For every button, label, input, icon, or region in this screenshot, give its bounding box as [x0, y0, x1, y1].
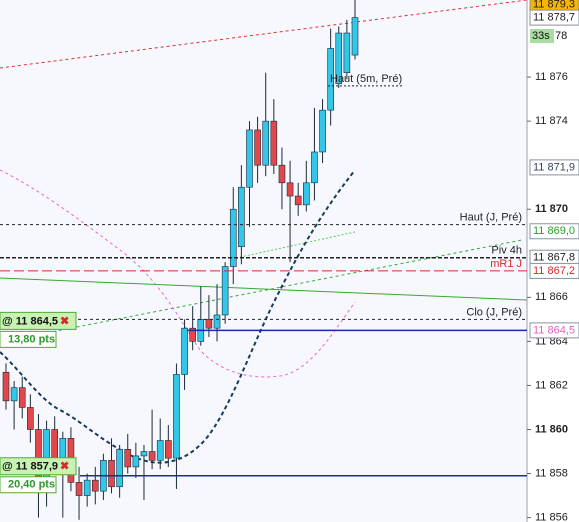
candle-body	[116, 449, 123, 488]
candle-body	[319, 109, 326, 153]
y-tick-label: 11 876	[535, 71, 568, 83]
candle-body	[278, 164, 286, 184]
candle-body	[221, 266, 229, 316]
countdown-label: 33s	[532, 30, 550, 42]
candle-body	[286, 182, 294, 197]
y-tick-label: 11 858	[535, 467, 568, 479]
price-tag-label: 11 867,2	[533, 265, 575, 277]
candle-body	[181, 327, 188, 375]
candle-body	[254, 129, 261, 166]
overlays	[0, 0, 528, 464]
candle-body	[229, 208, 237, 267]
price-tag-label: 11 869,0	[533, 225, 575, 237]
price-tag	[529, 322, 579, 339]
order-price: @ 11 857,9	[2, 461, 58, 473]
candle-body	[270, 120, 278, 166]
candle-body	[51, 429, 58, 461]
candle-body	[91, 479, 99, 492]
candle-body	[351, 17, 359, 56]
trend-line	[0, 277, 528, 301]
candle-body	[140, 451, 148, 457]
price-tag-label: 11 864,5	[533, 324, 575, 336]
candle-body	[327, 48, 334, 111]
candle-body	[262, 120, 270, 166]
candle-body	[173, 374, 180, 459]
candle-body	[165, 440, 172, 459]
price-tag	[529, 262, 579, 279]
price-tag-label: 11 879,3	[533, 0, 575, 10]
y-tick-label: 11 862	[535, 379, 568, 391]
candle-body	[205, 319, 213, 329]
candle-body	[10, 387, 18, 402]
candle-body	[189, 327, 196, 342]
candle-body	[156, 440, 164, 461]
level-label: Clo (J, Pré)	[466, 306, 522, 318]
candle-body	[213, 314, 221, 329]
price-tag	[529, 159, 579, 176]
price-tag-label: 11 871,9	[533, 161, 575, 173]
price-tag-label: 11 867,8	[533, 252, 575, 264]
candle-body	[335, 32, 343, 84]
y-tick-label: 11 860	[535, 423, 568, 435]
y-tick-label: 11 866	[535, 291, 568, 303]
candles	[2, 0, 359, 520]
order-pts: 13,80 pts	[8, 333, 55, 345]
price-tag	[529, 223, 579, 240]
price-tag-label: 11 878,7	[533, 12, 575, 24]
orders: @ 11 864,5 ✖13,80 pts@ 11 857,9 ✖20,40 pts	[0, 311, 527, 494]
pts-box	[0, 330, 57, 348]
order-close[interactable]: ✖	[60, 315, 69, 327]
order-box[interactable]	[0, 457, 77, 476]
candle-body	[108, 460, 115, 488]
candle-body	[303, 182, 310, 206]
trend-line	[0, 0, 528, 69]
candle-body	[294, 195, 302, 206]
order-close[interactable]: ✖	[60, 461, 69, 473]
candle-body	[27, 407, 34, 430]
y-tick-label: 11 856	[535, 512, 568, 522]
countdown-box	[530, 29, 554, 43]
level-label: Piv 4h	[491, 245, 522, 257]
order-price: @ 11 864,5	[2, 315, 58, 327]
pts-box	[0, 476, 57, 494]
candle-body	[246, 129, 253, 188]
trend-line	[0, 239, 523, 343]
countdown-fragment: 78	[555, 30, 567, 42]
level-label: mR1 J	[490, 258, 522, 270]
candle-body	[59, 438, 67, 461]
candle-body	[343, 32, 351, 73]
candle-body	[311, 151, 318, 184]
candle-body	[83, 479, 91, 496]
candle-body	[124, 449, 132, 468]
level-label: Haut (J, Pré)	[460, 212, 522, 224]
y-tick-label: 11 874	[535, 115, 568, 127]
price-tag	[529, 9, 579, 26]
candle-body	[2, 371, 10, 402]
candle-body	[75, 482, 83, 496]
candle-body	[18, 387, 26, 408]
moving-average	[0, 169, 356, 378]
level-label: Haut (5m, Pré)	[330, 73, 402, 85]
tags: 11 879,3 11 878,7 11 871,9 11 869,0 11 867,8…	[529, 0, 579, 339]
candle-body	[132, 455, 140, 468]
candle-body	[148, 451, 156, 461]
moving-average	[0, 169, 356, 464]
trend-line	[235, 231, 356, 259]
y-tick-label: 11 870	[535, 203, 568, 215]
order-pts: 20,40 pts	[8, 479, 55, 491]
candle-body	[238, 186, 245, 247]
order-box[interactable]	[0, 311, 77, 330]
